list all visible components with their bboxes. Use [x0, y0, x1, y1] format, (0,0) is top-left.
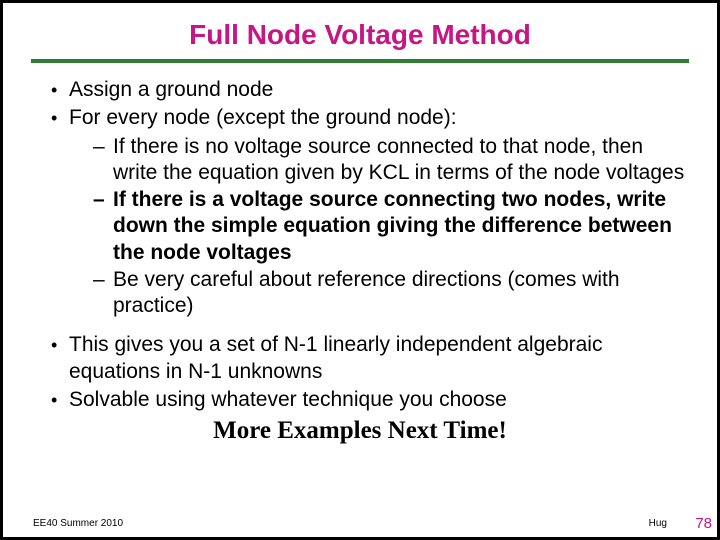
slide: Full Node Voltage Method • Assign a grou…: [3, 3, 717, 537]
footer-left: EE40 Summer 2010: [33, 518, 123, 529]
bullet-marker: •: [51, 77, 69, 103]
bullet-marker: •: [51, 105, 69, 131]
bullet-level2: – If there is no voltage source connecte…: [93, 134, 689, 187]
bullet-text: If there is a voltage source connecting …: [113, 187, 689, 266]
bullet-level2: – Be very careful about reference direct…: [93, 267, 689, 320]
bullet-marker: –: [93, 187, 113, 266]
bullet-text: If there is no voltage source connected …: [113, 134, 689, 187]
bullet-text: Assign a ground node: [69, 77, 689, 103]
bullet-level2: – If there is a voltage source connectin…: [93, 187, 689, 266]
bullet-level1: • Solvable using whatever technique you …: [51, 387, 689, 413]
bullet-text: This gives you a set of N-1 linearly ind…: [69, 332, 689, 385]
bullet-text: For every node (except the ground node):: [69, 105, 689, 131]
footer-right: Hug: [649, 518, 667, 529]
bullet-text: Be very careful about reference directio…: [113, 267, 689, 320]
bullet-marker: –: [93, 267, 113, 320]
bullet-marker: •: [51, 387, 69, 413]
bullet-marker: •: [51, 332, 69, 385]
slide-title: Full Node Voltage Method: [31, 15, 689, 63]
bullet-marker: –: [93, 134, 113, 187]
bullet-text: Solvable using whatever technique you ch…: [69, 387, 689, 413]
bullet-level1: • Assign a ground node: [51, 77, 689, 103]
closing-line: More Examples Next Time!: [31, 415, 689, 446]
bullet-level1: • For every node (except the ground node…: [51, 105, 689, 131]
page-number: 78: [695, 515, 712, 532]
bullet-level1: • This gives you a set of N-1 linearly i…: [51, 332, 689, 385]
spacer: [31, 320, 689, 330]
slide-body: • Assign a ground node • For every node …: [31, 77, 689, 446]
